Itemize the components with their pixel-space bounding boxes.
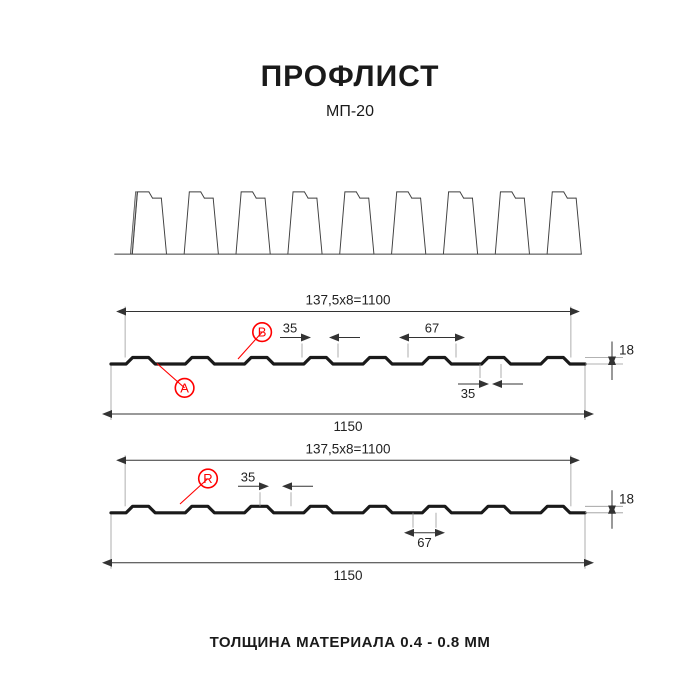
svg-text:1150: 1150 <box>333 419 362 434</box>
svg-text:B: B <box>258 325 267 340</box>
svg-text:A: A <box>180 380 189 395</box>
svg-text:1150: 1150 <box>333 568 362 583</box>
svg-text:67: 67 <box>417 535 431 550</box>
svg-text:18: 18 <box>619 491 634 506</box>
svg-text:67: 67 <box>425 321 439 336</box>
svg-text:35: 35 <box>283 321 297 336</box>
svg-text:35: 35 <box>461 386 475 401</box>
svg-text:137,5x8=1100: 137,5x8=1100 <box>306 441 391 456</box>
svg-text:R: R <box>203 471 212 486</box>
svg-text:18: 18 <box>619 343 634 358</box>
svg-text:35: 35 <box>241 469 255 484</box>
svg-text:137,5x8=1100: 137,5x8=1100 <box>306 293 391 308</box>
